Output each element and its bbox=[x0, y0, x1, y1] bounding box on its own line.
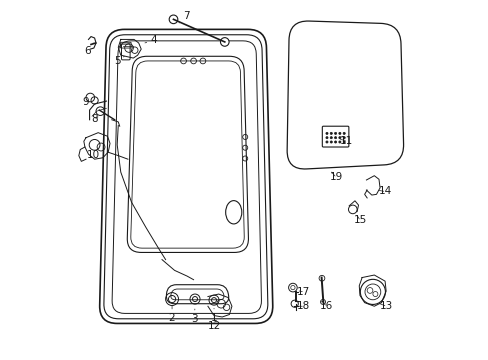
Text: 13: 13 bbox=[379, 301, 392, 311]
Circle shape bbox=[338, 136, 340, 139]
Circle shape bbox=[334, 141, 336, 143]
Circle shape bbox=[343, 141, 345, 143]
Text: 6: 6 bbox=[84, 43, 93, 56]
Circle shape bbox=[325, 141, 327, 143]
Circle shape bbox=[325, 136, 327, 139]
Circle shape bbox=[338, 132, 340, 134]
Text: 14: 14 bbox=[378, 186, 391, 197]
Circle shape bbox=[329, 132, 332, 134]
Text: 7: 7 bbox=[179, 11, 189, 23]
Circle shape bbox=[169, 15, 178, 24]
Circle shape bbox=[329, 141, 332, 143]
Text: 17: 17 bbox=[296, 287, 310, 297]
Text: 4: 4 bbox=[144, 35, 157, 45]
Circle shape bbox=[329, 136, 332, 139]
Text: 15: 15 bbox=[353, 215, 366, 225]
Text: 3: 3 bbox=[191, 309, 197, 324]
Circle shape bbox=[343, 136, 345, 139]
Text: 10: 10 bbox=[86, 147, 100, 160]
Text: 9: 9 bbox=[82, 97, 89, 107]
Text: 11: 11 bbox=[339, 136, 353, 145]
Circle shape bbox=[334, 136, 336, 139]
Circle shape bbox=[325, 132, 327, 134]
Text: 2: 2 bbox=[168, 306, 175, 323]
Text: 12: 12 bbox=[207, 317, 220, 331]
Text: 19: 19 bbox=[328, 172, 342, 182]
Circle shape bbox=[220, 38, 228, 46]
Text: 18: 18 bbox=[296, 301, 310, 311]
Circle shape bbox=[343, 132, 345, 134]
Circle shape bbox=[334, 132, 336, 134]
Text: 8: 8 bbox=[91, 114, 98, 124]
Text: 5: 5 bbox=[114, 56, 124, 66]
Circle shape bbox=[338, 141, 340, 143]
Text: 1: 1 bbox=[210, 308, 217, 323]
Text: 16: 16 bbox=[319, 301, 332, 311]
